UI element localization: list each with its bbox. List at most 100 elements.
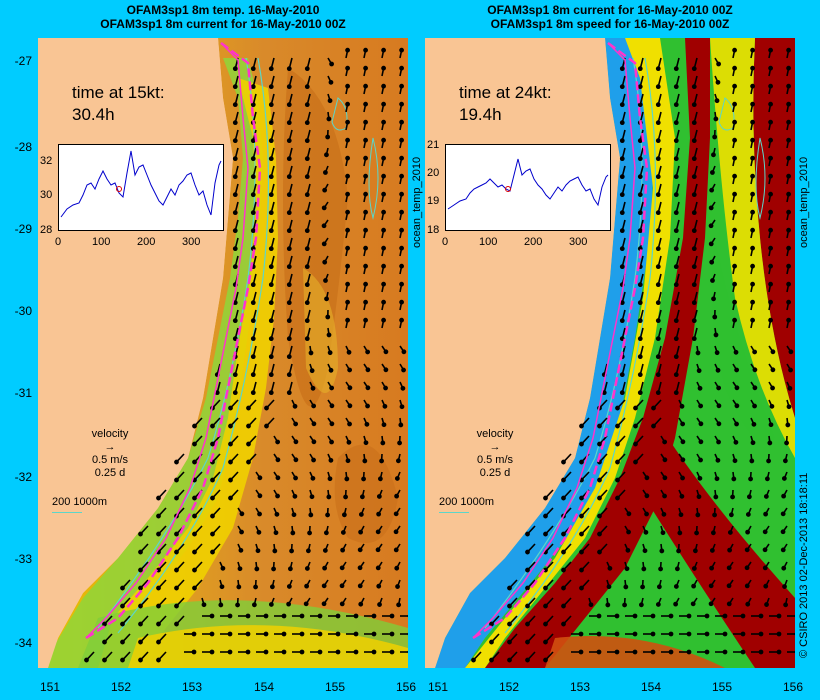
current-arrow-head: [732, 173, 737, 179]
current-arrow-head: [710, 530, 716, 536]
current-arrow-head: [731, 476, 737, 482]
current-arrow-head: [345, 317, 350, 323]
current-arrow-head: [637, 318, 643, 324]
current-arrow-head: [268, 336, 274, 342]
current-arrow-head: [272, 548, 278, 554]
current-arrow-head: [662, 493, 667, 499]
current-arrow-head: [269, 584, 275, 590]
current-arrow-head: [561, 495, 566, 501]
current-arrow-head: [326, 494, 332, 500]
current-arrow-head: [650, 631, 656, 637]
current-arrow-head: [363, 101, 368, 107]
current-arrow-head: [209, 631, 215, 637]
current-arrow-head: [655, 120, 661, 126]
current-arrow-head: [786, 281, 791, 287]
current-arrow-head: [732, 227, 737, 233]
current-arrow-head: [400, 385, 406, 391]
current-arrow-head: [389, 613, 395, 619]
current-arrow-head: [250, 210, 256, 216]
current-arrow-head: [655, 156, 661, 162]
current-arrow-head: [250, 372, 256, 378]
route-line: [472, 41, 649, 640]
current-arrow-head: [745, 601, 751, 607]
current-arrow-head: [596, 649, 602, 655]
current-arrow-head: [579, 513, 584, 519]
current-arrow-head: [250, 84, 256, 90]
current-arrow-head: [268, 264, 274, 270]
current-arrow-head: [263, 649, 269, 655]
current-arrow-head: [309, 368, 315, 374]
current-arrow-head: [401, 349, 407, 355]
current-arrow-head: [339, 565, 345, 571]
left-title: OFAM3sp1 8m temp. 16-May-2010 OFAM3sp1 8…: [38, 3, 408, 31]
current-arrow-head: [656, 584, 662, 590]
current-arrow-head: [768, 83, 773, 89]
current-arrow-head: [376, 583, 382, 589]
current-arrow-head: [345, 155, 350, 161]
current-arrow-head: [156, 639, 161, 645]
current-arrow-head: [762, 547, 768, 553]
current-arrow-head: [615, 405, 620, 411]
right-inset-ytick: 21: [427, 139, 440, 151]
current-arrow-head: [268, 228, 274, 234]
current-arrow-head: [691, 138, 697, 144]
left-velocity-arrow: →: [104, 441, 116, 453]
current-arrow-head: [322, 548, 328, 553]
left-velocity-scale: 0.5 m/s: [91, 454, 129, 466]
current-arrow-head: [361, 476, 366, 482]
current-arrow-head: [394, 565, 400, 571]
current-arrow-head: [286, 282, 292, 288]
right-inset-chart: [445, 144, 611, 231]
left-map: [38, 38, 408, 668]
current-arrow-head: [632, 613, 638, 619]
current-arrow-head: [377, 602, 382, 607]
current-arrow-head: [543, 495, 548, 501]
current-arrow-head: [250, 66, 256, 72]
current-arrow-head: [138, 639, 143, 645]
current-arrow-head: [232, 120, 238, 126]
current-arrow-head: [597, 549, 602, 555]
current-arrow-head: [786, 263, 791, 269]
current-arrow-head: [746, 494, 752, 500]
current-arrow-head: [768, 245, 773, 251]
current-arrow-head: [750, 191, 755, 197]
current-arrow-head: [543, 513, 548, 519]
current-arrow-head: [638, 602, 644, 608]
current-arrow-head: [210, 513, 215, 519]
current-arrow-head: [232, 264, 238, 270]
current-arrow-head: [232, 192, 238, 198]
current-arrow-head: [192, 585, 197, 591]
current-arrow-head: [691, 210, 697, 216]
current-arrow-head: [363, 155, 368, 161]
current-arrow-head: [679, 403, 685, 409]
current-arrow-head: [286, 246, 292, 252]
current-arrow-head: [324, 152, 329, 158]
current-arrow-head: [715, 367, 721, 373]
current-arrow-head: [734, 421, 739, 427]
current-arrow-head: [399, 299, 404, 305]
current-arrow-head: [250, 174, 256, 180]
current-arrow-head: [324, 296, 329, 302]
current-arrow-head: [292, 403, 298, 409]
current-arrow-head: [343, 494, 348, 500]
current-arrow-head: [673, 66, 679, 72]
current-arrow-head: [304, 282, 310, 288]
current-arrow-head: [286, 601, 292, 607]
current-arrow-head: [268, 174, 274, 180]
current-arrow-head: [395, 584, 400, 589]
current-arrow-head: [227, 631, 233, 637]
current-arrow-head: [615, 441, 620, 447]
current-arrow-head: [543, 657, 548, 663]
current-arrow-head: [304, 246, 310, 252]
current-arrow-head: [641, 566, 647, 572]
current-arrow-head: [232, 300, 238, 306]
current-arrow-head: [174, 459, 179, 465]
current-arrow-head: [637, 300, 643, 306]
current-arrow-head: [218, 602, 224, 608]
current-arrow-head: [250, 300, 256, 306]
current-arrow-head: [345, 173, 350, 179]
current-arrow-head: [263, 631, 269, 637]
current-arrow-head: [715, 457, 721, 463]
left-inset-ytick: 30: [40, 189, 53, 201]
current-arrow-head: [246, 405, 251, 411]
